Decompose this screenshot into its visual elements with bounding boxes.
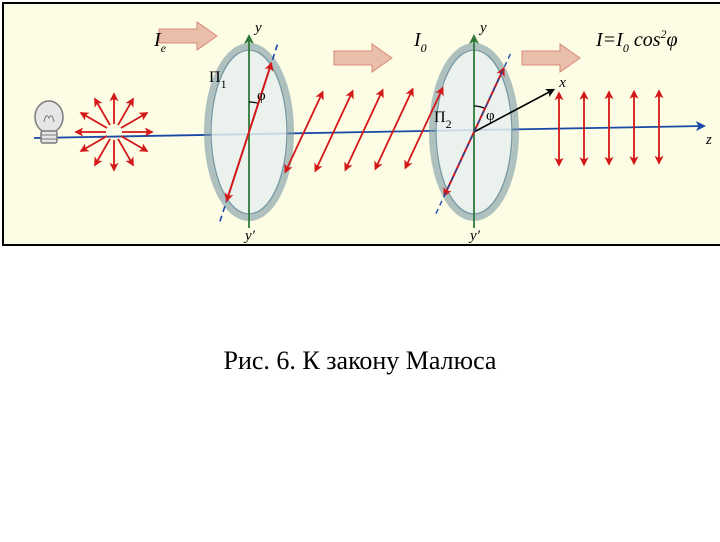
svg-text:x: x [558,75,566,91]
svg-text:y: y [478,20,487,36]
caption-area: Рис. 6. К закону Малюса [0,346,720,376]
svg-text:y′: y′ [468,228,481,244]
diagram-svg: IeI0I=I0 cos2φП1П2φφyy′yy′xz [4,4,720,244]
malus-law-diagram: IeI0I=I0 cos2φП1П2φφyy′yy′xz [2,2,720,246]
svg-text:I0: I0 [413,29,427,55]
svg-text:φ: φ [486,108,495,124]
figure-caption: Рис. 6. К закону Малюса [224,346,497,375]
svg-text:y: y [253,20,262,36]
svg-text:φ: φ [257,88,266,104]
svg-text:z: z [705,132,712,148]
svg-text:I=I0 cos2φ: I=I0 cos2φ [595,27,678,55]
svg-text:y′: y′ [243,228,256,244]
